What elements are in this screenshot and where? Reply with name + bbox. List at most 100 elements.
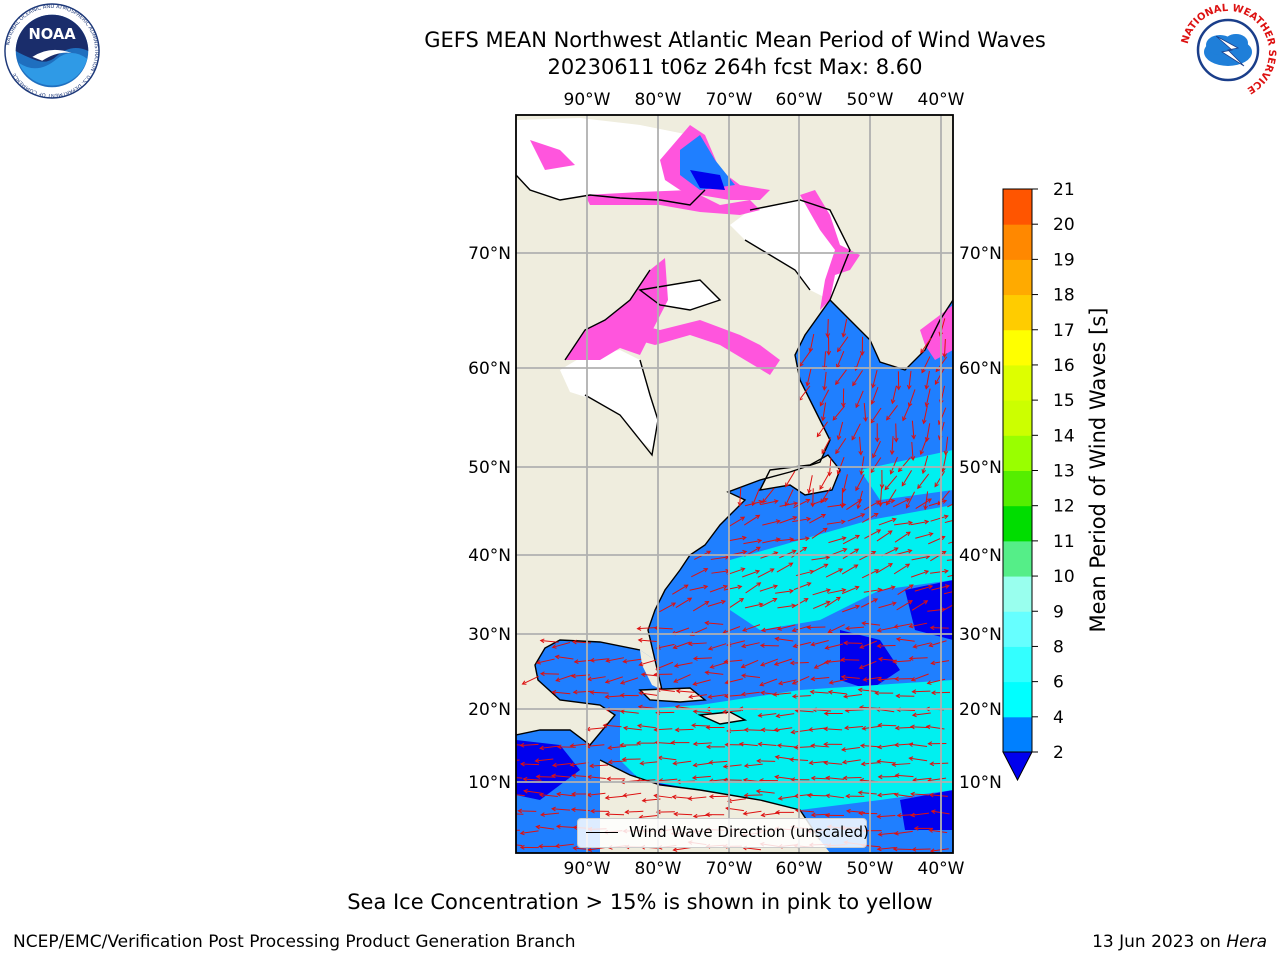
wind-arrow xyxy=(760,598,777,608)
wind-arrow xyxy=(897,584,914,595)
wind-arrow-head xyxy=(893,792,899,798)
wind-arrow-head xyxy=(726,798,732,804)
wind-arrow-head xyxy=(569,762,575,768)
wind-arrow-head xyxy=(621,756,627,762)
wind-arrow xyxy=(762,520,780,526)
wind-arrow-head xyxy=(721,599,727,605)
wind-arrow-head xyxy=(841,759,847,765)
wind-arrow xyxy=(894,793,913,798)
wind-arrow xyxy=(930,762,949,765)
wind-arrow xyxy=(791,598,809,609)
wind-arrow-head xyxy=(671,794,677,800)
wind-arrow xyxy=(863,402,867,421)
wind-arrow-head xyxy=(927,498,932,503)
colorbar-segment xyxy=(1003,294,1032,331)
coastlines xyxy=(516,174,953,841)
wind-arrow xyxy=(587,792,606,796)
wind-arrow xyxy=(884,475,898,490)
wind-arrow xyxy=(693,679,711,685)
wind-arrow-head xyxy=(687,641,693,647)
wind-arrow xyxy=(536,658,555,664)
wind-arrow xyxy=(761,812,780,816)
wind-arrow-head xyxy=(823,659,829,665)
wind-arrow xyxy=(892,763,911,766)
wind-arrow-head xyxy=(858,450,864,456)
wind-arrow-head xyxy=(857,790,863,796)
wind-arrow-head xyxy=(930,660,936,666)
wind-arrow xyxy=(639,659,657,666)
wind-arrow xyxy=(810,498,828,506)
wind-arrow-head xyxy=(555,824,561,829)
wind-arrow xyxy=(739,743,758,747)
wind-arrow-head xyxy=(742,627,748,632)
wind-arrow xyxy=(675,728,694,731)
wind-arrow xyxy=(832,405,845,421)
wind-arrow-head xyxy=(760,812,766,818)
wind-arrow xyxy=(675,597,692,608)
wind-arrow-head xyxy=(743,763,749,769)
wind-arrow xyxy=(843,694,862,698)
wind-arrow xyxy=(912,848,931,851)
wind-arrow-head xyxy=(772,584,779,589)
wind-arrow xyxy=(639,692,658,696)
wind-arrow xyxy=(758,743,777,746)
wind-arrow xyxy=(693,762,712,766)
wind-arrow xyxy=(878,658,897,662)
wind-arrow xyxy=(590,658,609,662)
wind-arrow xyxy=(878,678,897,681)
wind-arrow xyxy=(945,436,949,455)
wind-arrow-head xyxy=(556,791,562,797)
lat-label-right: 50°N xyxy=(959,458,1002,478)
wind-arrow-head xyxy=(636,626,642,631)
wind-arrow xyxy=(862,622,881,626)
wind-arrow-head xyxy=(789,660,795,666)
wind-arrow-head xyxy=(793,745,799,750)
wind-arrow-head xyxy=(907,548,913,554)
wind-arrow xyxy=(792,695,811,698)
wind-arrow xyxy=(835,438,847,454)
wind-arrow-head xyxy=(673,811,679,817)
wind-arrow-head xyxy=(836,470,842,476)
wind-arrow xyxy=(744,500,763,507)
wind-arrow-head xyxy=(636,723,642,729)
wind-arrow-head xyxy=(740,567,746,572)
wind-arrow xyxy=(791,729,810,733)
wind-arrow-head xyxy=(855,534,860,540)
wind-arrow xyxy=(843,776,862,779)
wind-arrow-head xyxy=(774,809,780,815)
wind-arrow-head xyxy=(921,469,927,475)
wind-arrow xyxy=(893,563,910,575)
wind-arrow-head xyxy=(825,793,831,799)
wind-arrow xyxy=(930,848,949,852)
wind-arrow xyxy=(811,556,830,561)
wind-arrow-head xyxy=(827,471,833,477)
wind-arrow-head xyxy=(894,725,900,731)
wind-arrow-head xyxy=(860,513,866,518)
wind-arrow xyxy=(871,386,879,405)
wind-arrow xyxy=(656,661,674,670)
wind-arrow xyxy=(727,568,745,575)
wind-arrow xyxy=(924,491,929,510)
wind-arrow-head xyxy=(889,450,895,456)
wind-arrow-head xyxy=(724,679,730,685)
wind-arrow-head xyxy=(911,434,916,440)
wind-arrow-head xyxy=(692,709,698,714)
wind-arrow xyxy=(938,407,947,425)
wind-arrow-head xyxy=(823,760,829,766)
wind-arrow xyxy=(878,724,897,727)
wind-arrow xyxy=(909,657,928,660)
wind-arrow-head xyxy=(775,519,781,524)
wind-arrow-head xyxy=(924,437,930,443)
wind-arrow-head xyxy=(653,672,659,677)
wind-arrow xyxy=(778,795,797,800)
wind-arrow-head xyxy=(825,600,831,605)
wind-arrow-head xyxy=(619,742,624,748)
colorbar-tick-label: 11 xyxy=(1053,532,1075,552)
wind-arrow-head xyxy=(653,625,659,631)
wind-arrow xyxy=(743,539,762,545)
colorbar-tick-label: 17 xyxy=(1053,321,1075,341)
wind-arrow-head xyxy=(826,350,832,356)
wind-arrow-head xyxy=(825,555,831,561)
wind-arrow-head xyxy=(893,547,899,552)
wind-arrow xyxy=(710,661,728,668)
